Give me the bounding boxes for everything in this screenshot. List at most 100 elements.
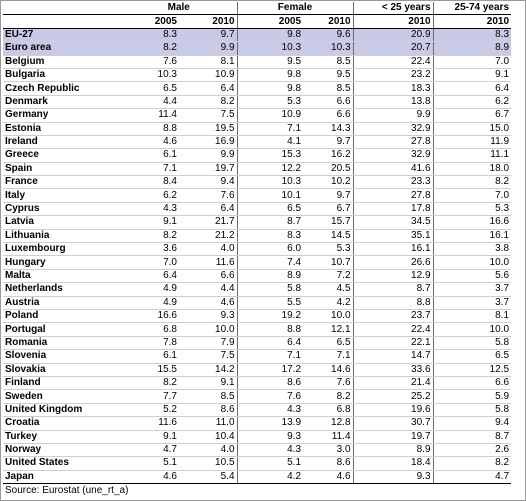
value-cell: 18.0 xyxy=(432,162,512,177)
value-cell: 19.6 xyxy=(352,403,434,418)
value-cell: 15.7 xyxy=(303,215,354,230)
country-cell: Poland xyxy=(3,309,121,324)
table-row: Slovakia 15.5 14.2 17.2 14.6 33.6 12.5 xyxy=(3,363,512,377)
value-cell: 8.2 xyxy=(432,456,512,471)
value-cell: 9.7 xyxy=(303,188,354,203)
table-row: EU-27 8.3 9.7 9.8 9.6 20.9 8.3 xyxy=(3,28,512,43)
value-cell: 8.3 xyxy=(432,28,512,43)
value-cell: 13.9 xyxy=(236,416,304,431)
value-cell: 4.6 xyxy=(303,470,354,485)
value-cell: 14.2 xyxy=(179,363,238,377)
table-row: Denmark 4.4 8.2 5.3 6.6 13.8 6.2 xyxy=(3,95,512,110)
value-cell: 3.8 xyxy=(432,242,512,257)
value-cell: 5.8 xyxy=(432,403,512,418)
value-cell: 12.9 xyxy=(352,269,434,284)
country-cell: Cyprus xyxy=(3,202,121,217)
table-row: Malta 6.4 6.6 8.9 7.2 12.9 5.6 xyxy=(3,269,512,284)
value-cell: 5.8 xyxy=(236,282,304,297)
source-note: Source: Eurostat (une_rt_a) xyxy=(5,485,129,496)
country-cell: United Kingdom xyxy=(3,403,121,418)
country-cell: Czech Republic xyxy=(3,81,121,96)
country-cell: United States xyxy=(3,456,121,471)
value-cell: 20.5 xyxy=(303,162,354,177)
value-cell: 9.9 xyxy=(352,108,434,123)
country-cell: Bulgaria xyxy=(3,68,121,83)
country-cell: Luxembourg xyxy=(3,242,121,257)
value-cell: 10.3 xyxy=(236,41,304,56)
value-cell: 7.5 xyxy=(179,349,238,364)
value-cell: 11.6 xyxy=(179,255,238,270)
year-header-row: 2005 2010 2005 2010 2010 2010 xyxy=(3,14,512,29)
value-cell: 11.4 xyxy=(303,430,354,444)
value-cell: 4.4 xyxy=(179,282,238,297)
value-cell: 9.6 xyxy=(303,28,354,43)
value-cell: 16.6 xyxy=(432,215,512,230)
corner-cell xyxy=(3,2,121,16)
value-cell: 13.8 xyxy=(352,95,434,110)
value-cell: 8.5 xyxy=(303,81,354,96)
value-cell: 10.5 xyxy=(179,456,238,471)
group-header-female: Female xyxy=(236,2,354,16)
table-row: Sweden 7.7 8.5 7.6 8.2 25.2 5.9 xyxy=(3,389,512,404)
table-row: Cyprus 4.3 6.4 6.5 6.7 17.8 5.3 xyxy=(3,202,512,217)
country-cell: Ireland xyxy=(3,135,121,150)
table-row: Lithuania 8.2 21.2 8.3 14.5 35.1 16.1 xyxy=(3,229,512,244)
table-row: Latvia 9.1 21.7 8.7 15.7 34.5 16.6 xyxy=(3,215,512,230)
value-cell: 5.6 xyxy=(432,269,512,284)
value-cell: 10.0 xyxy=(179,322,238,337)
value-cell: 7.1 xyxy=(236,122,304,136)
value-cell: 15.5 xyxy=(121,363,179,377)
table-row: Czech Republic 6.5 6.4 9.8 8.5 18.3 6.4 xyxy=(3,81,512,96)
value-cell: 5.5 xyxy=(236,296,304,310)
table-row: Netherlands 4.9 4.4 5.8 4.5 8.7 3.7 xyxy=(3,282,512,297)
value-cell: 4.3 xyxy=(236,443,304,458)
value-cell: 6.2 xyxy=(432,95,512,110)
value-cell: 8.9 xyxy=(432,41,512,56)
table-row: Turkey 9.1 10.4 9.3 11.4 19.7 8.7 xyxy=(3,430,512,444)
value-cell: 12.5 xyxy=(432,363,512,377)
country-cell: Latvia xyxy=(3,215,121,230)
country-cell: France xyxy=(3,175,121,190)
table-row: Poland 16.6 9.3 19.2 10.0 23.7 8.1 xyxy=(3,309,512,324)
value-cell: 8.2 xyxy=(121,229,179,244)
value-cell: 32.9 xyxy=(352,122,434,136)
value-cell: 5.9 xyxy=(432,389,512,404)
value-cell: 34.5 xyxy=(352,215,434,230)
value-cell: 6.4 xyxy=(432,81,512,96)
group-header-under-25: < 25 years xyxy=(352,2,434,16)
value-cell: 10.0 xyxy=(432,255,512,270)
value-cell: 5.8 xyxy=(432,336,512,351)
value-cell: 9.5 xyxy=(303,68,354,83)
table-row: Portugal 6.8 10.0 8.8 12.1 22.4 10.0 xyxy=(3,322,512,337)
value-cell: 8.8 xyxy=(352,296,434,310)
table-row: Euro area 8.2 9.9 10.3 10.3 20.7 8.9 xyxy=(3,41,512,56)
value-cell: 8.2 xyxy=(121,41,179,56)
value-cell: 10.9 xyxy=(179,68,238,83)
value-cell: 9.9 xyxy=(179,148,238,163)
country-cell: Finland xyxy=(3,376,121,391)
value-cell: 19.2 xyxy=(236,309,304,324)
table-row: Estonia 8.8 19.5 7.1 14.3 32.9 15.0 xyxy=(3,122,512,136)
value-cell: 10.7 xyxy=(303,255,354,270)
table-row: Luxembourg 3.6 4.0 6.0 5.3 16.1 3.8 xyxy=(3,242,512,257)
value-cell: 8.5 xyxy=(303,55,354,69)
value-cell: 22.4 xyxy=(352,322,434,337)
value-cell: 8.2 xyxy=(179,95,238,110)
value-cell: 8.7 xyxy=(432,430,512,444)
table-row: Romania 7.8 7.9 6.4 6.5 22.1 5.8 xyxy=(3,336,512,351)
table-row: Spain 7.1 19.7 12.2 20.5 41.6 18.0 xyxy=(3,162,512,177)
country-cell: Estonia xyxy=(3,122,121,136)
value-cell: 4.7 xyxy=(432,470,512,485)
value-cell: 9.7 xyxy=(303,135,354,150)
value-cell: 7.1 xyxy=(121,162,179,177)
value-cell: 16.6 xyxy=(121,309,179,324)
table-body: EU-27 8.3 9.7 9.8 9.6 20.9 8.3 Euro area 8.2 9.9 1… xyxy=(3,28,512,485)
value-cell: 6.4 xyxy=(236,336,304,351)
value-cell: 9.1 xyxy=(432,68,512,83)
year-header: 2005 xyxy=(236,14,304,29)
value-cell: 32.9 xyxy=(352,148,434,163)
value-cell: 16.9 xyxy=(179,135,238,150)
value-cell: 9.1 xyxy=(121,215,179,230)
value-cell: 14.7 xyxy=(352,349,434,364)
country-column-header xyxy=(3,14,121,29)
